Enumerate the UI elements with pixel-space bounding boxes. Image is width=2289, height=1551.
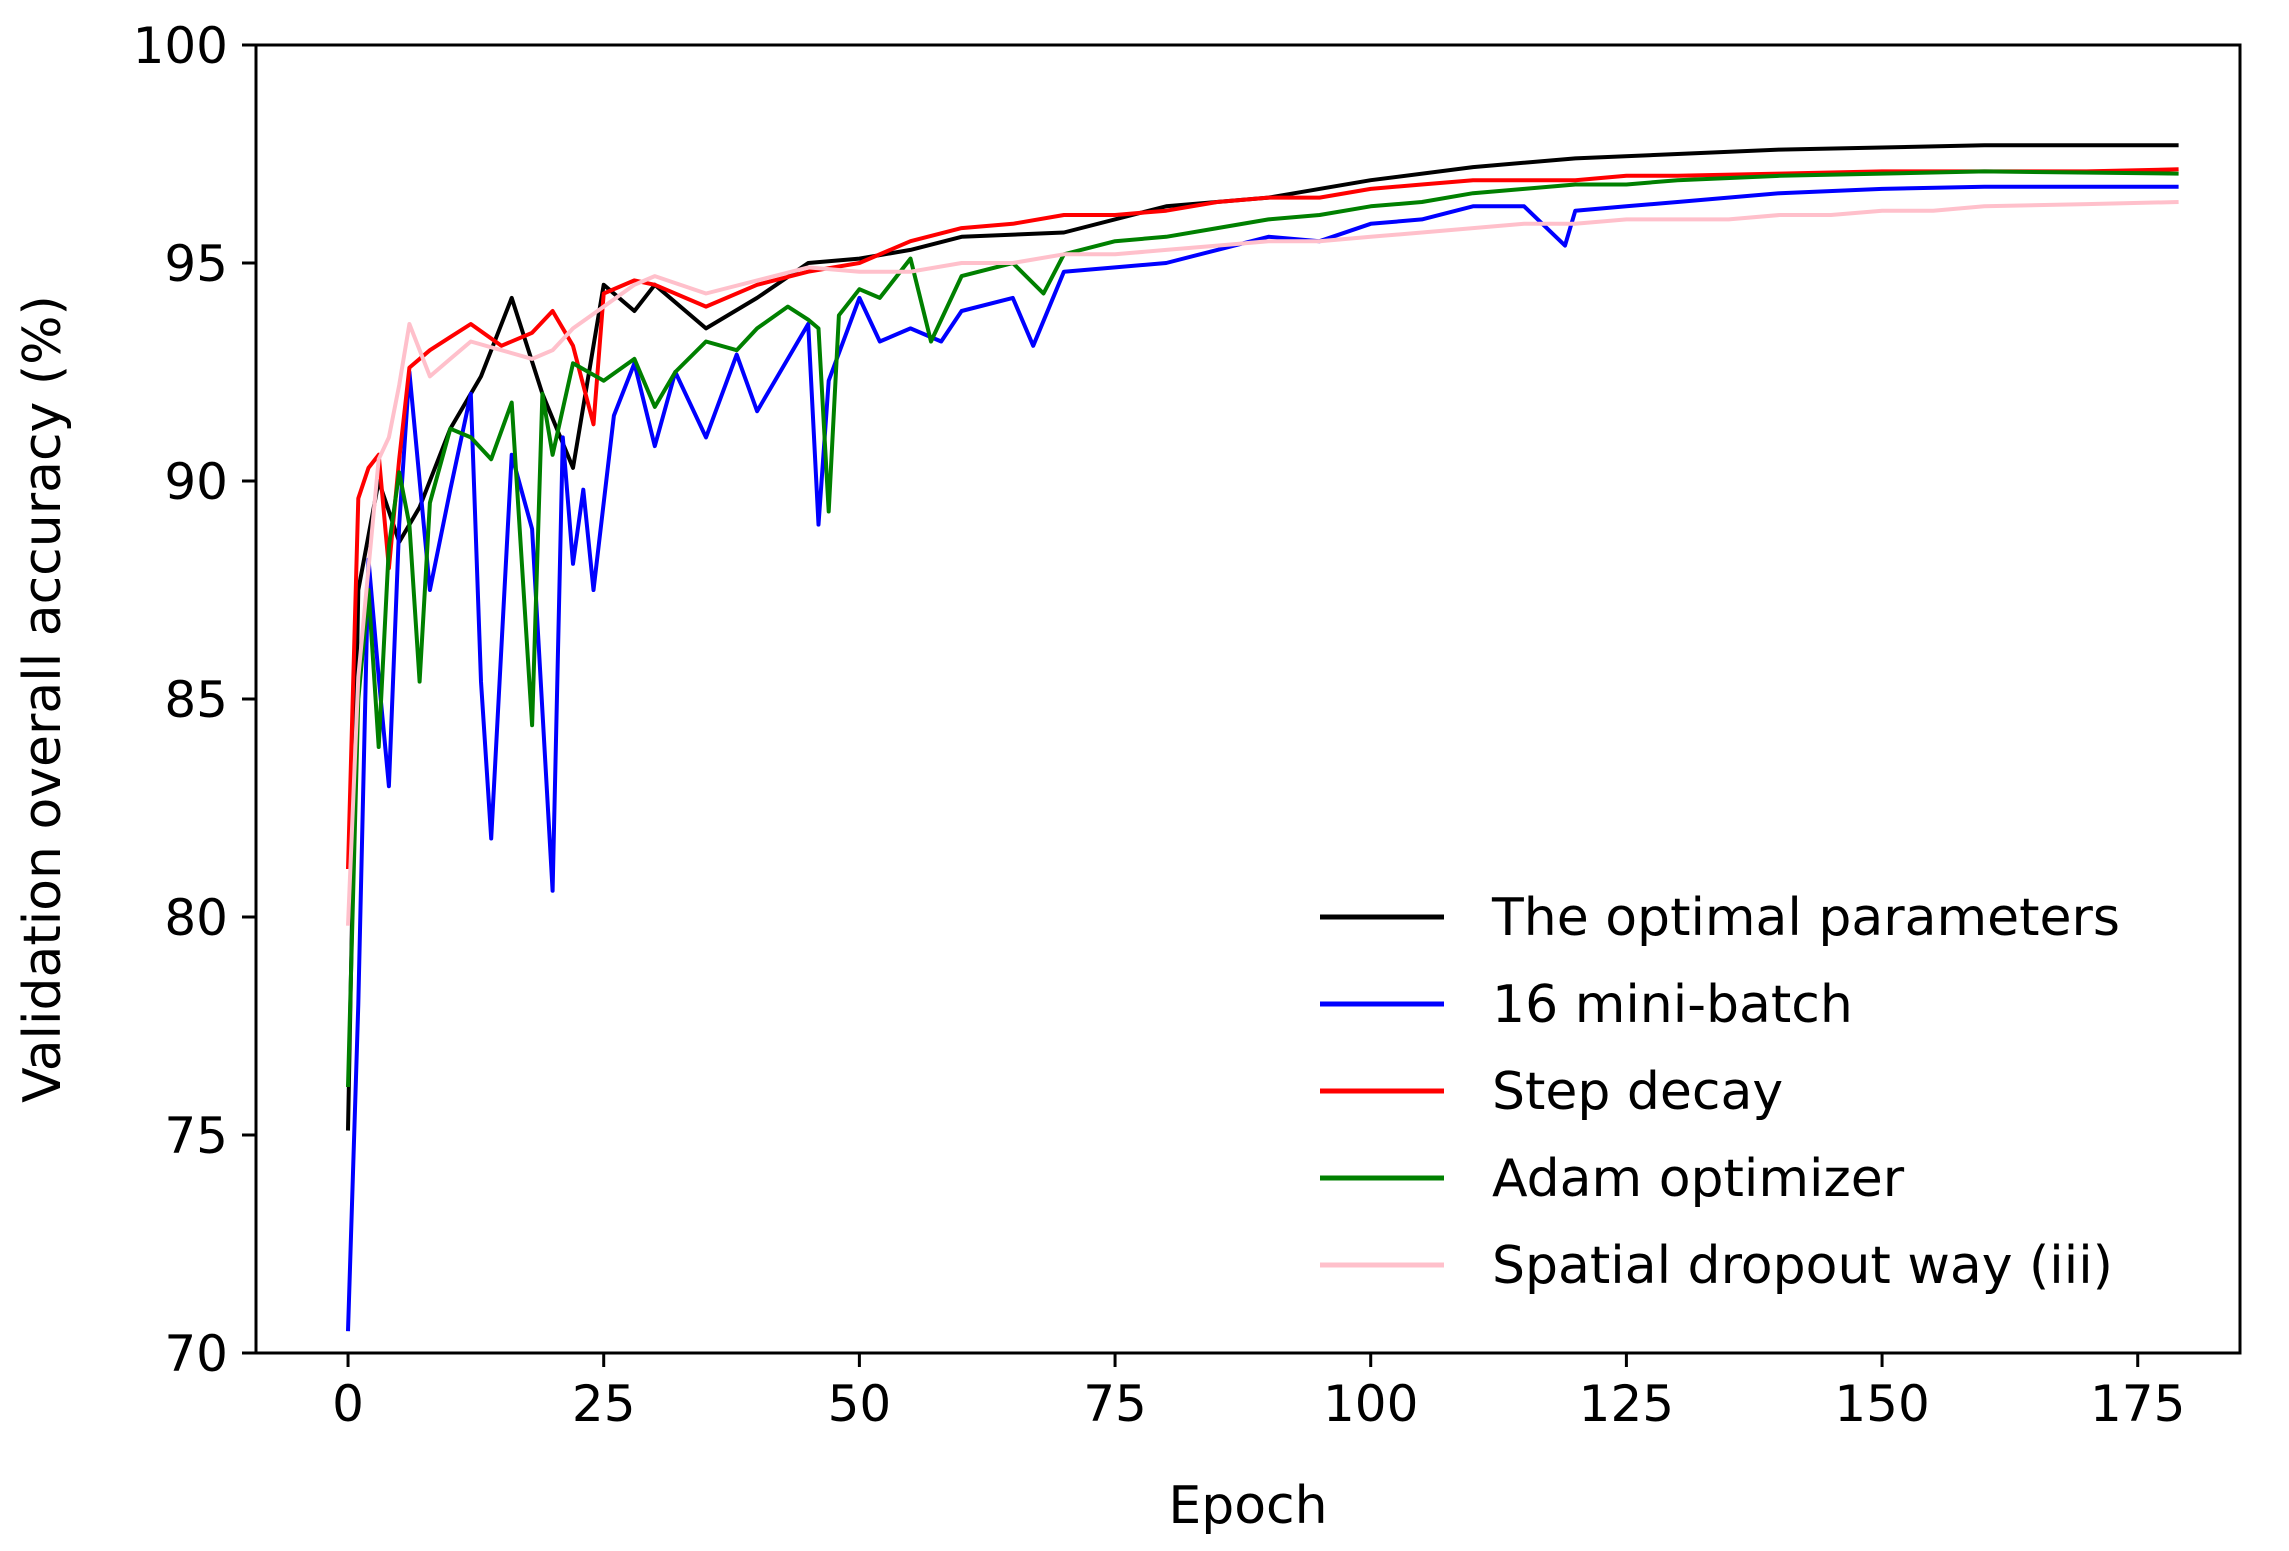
legend-label: The optimal parameters: [1491, 888, 2120, 948]
series-layer: [346, 143, 2179, 1332]
y-tick-label: 95: [164, 235, 228, 293]
legend-label: Spatial dropout way (iii): [1492, 1236, 2113, 1296]
x-tick-label: 75: [1083, 1375, 1147, 1433]
x-axis: 0 25 50 75 100 125 150 175: [332, 1353, 2185, 1433]
y-tick-label: 85: [164, 671, 228, 729]
y-tick-label: 80: [164, 889, 228, 947]
x-axis-title: Epoch: [1168, 1476, 1327, 1536]
legend-label: 16 mini-batch: [1492, 975, 1853, 1035]
y-tick-label: 100: [133, 17, 228, 75]
legend-label: Adam optimizer: [1492, 1149, 1905, 1209]
series-line-1: [346, 184, 2179, 1332]
legend: The optimal parameters 16 mini-batch Step …: [1320, 888, 2120, 1296]
y-tick-label: 90: [164, 453, 228, 511]
y-axis: 70 75 80 85 90 95 100: [133, 17, 256, 1383]
x-tick-label: 100: [1323, 1375, 1418, 1433]
x-tick-label: 175: [2090, 1375, 2185, 1433]
y-tick-label: 75: [164, 1107, 228, 1165]
x-tick-label: 150: [1834, 1375, 1929, 1433]
x-tick-label: 0: [332, 1375, 364, 1433]
x-tick-label: 50: [828, 1375, 892, 1433]
series-line-2: [346, 167, 2179, 870]
legend-label: Step decay: [1492, 1062, 1783, 1122]
series-line-4: [346, 200, 2179, 926]
x-tick-label: 25: [572, 1375, 636, 1433]
y-axis-title: Validation overall accuracy (%): [13, 295, 73, 1103]
x-tick-label: 125: [1579, 1375, 1674, 1433]
y-tick-label: 70: [164, 1325, 228, 1383]
series-line-3: [346, 169, 2179, 1088]
